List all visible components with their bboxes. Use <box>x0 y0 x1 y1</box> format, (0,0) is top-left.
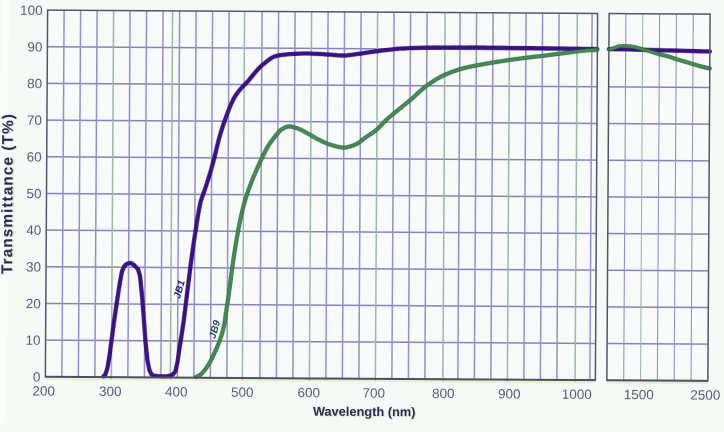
svg-text:60: 60 <box>27 149 42 164</box>
svg-text:300: 300 <box>99 384 122 399</box>
svg-text:900: 900 <box>498 386 521 401</box>
svg-text:500: 500 <box>231 385 254 400</box>
svg-text:1000: 1000 <box>562 387 592 402</box>
svg-text:20: 20 <box>26 296 41 311</box>
svg-text:Transmittance (T%): Transmittance (T%) <box>0 113 17 274</box>
svg-text:800: 800 <box>432 386 455 401</box>
svg-text:JB1: JB1 <box>172 279 188 300</box>
svg-text:Wavelength (nm): Wavelength (nm) <box>313 404 416 420</box>
svg-text:70: 70 <box>27 113 42 128</box>
svg-text:600: 600 <box>297 385 320 400</box>
svg-text:0: 0 <box>33 370 41 385</box>
svg-text:1500: 1500 <box>624 387 654 402</box>
svg-text:30: 30 <box>26 259 41 274</box>
svg-text:Transmittance (T%): Transmittance (T%) <box>0 114 18 275</box>
svg-text:90: 90 <box>27 39 42 54</box>
svg-text:700: 700 <box>362 386 385 401</box>
svg-text:2500: 2500 <box>690 388 720 403</box>
svg-text:40: 40 <box>26 223 41 238</box>
svg-text:400: 400 <box>165 384 188 399</box>
svg-text:50: 50 <box>26 186 41 201</box>
svg-text:200: 200 <box>32 384 55 399</box>
svg-text:80: 80 <box>27 76 42 91</box>
svg-text:10: 10 <box>26 333 41 348</box>
svg-text:100: 100 <box>20 3 43 18</box>
svg-text:Wavelength (nm): Wavelength (nm) <box>314 404 417 420</box>
svg-text:JB9: JB9 <box>208 319 224 340</box>
